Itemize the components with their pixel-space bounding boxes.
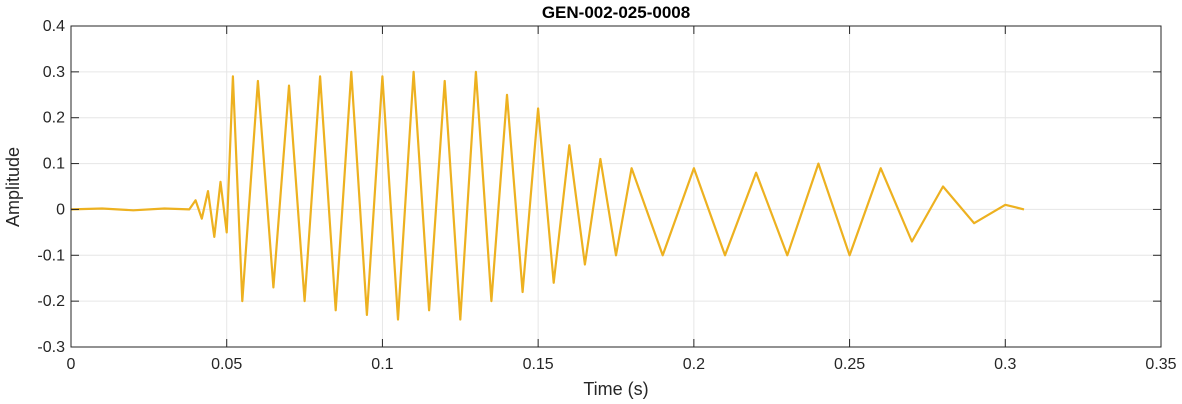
plot-area	[71, 26, 1161, 347]
axes-box	[70, 25, 1162, 348]
y-tick-label: 0.2	[43, 110, 65, 127]
y-tick-label: -0.1	[37, 247, 65, 264]
y-tick-label: -0.3	[37, 339, 65, 356]
x-tick-label: 0.2	[683, 356, 705, 373]
chart-title: GEN-002-025-0008	[542, 3, 690, 22]
y-tick-labels: -0.3 -0.2 -0.1 0 0.1 0.2 0.3 0.4	[37, 18, 65, 356]
x-tick-label: 0.15	[523, 356, 554, 373]
x-tick-label: 0.05	[211, 356, 242, 373]
y-tick-label: -0.2	[37, 293, 65, 310]
waveform-line	[70, 70, 1025, 321]
y-axis-title: Amplitude	[3, 147, 23, 227]
axis-ticks	[70, 25, 1162, 348]
x-tick-labels: 0 0.05 0.1 0.15 0.2 0.25 0.3 0.35	[67, 356, 1177, 373]
x-tick-label: 0.25	[834, 356, 865, 373]
x-tick-label: 0.1	[371, 356, 393, 373]
y-tick-label: 0.4	[43, 18, 65, 35]
x-axis-title: Time (s)	[583, 379, 648, 399]
y-tick-label: 0.3	[43, 64, 65, 81]
x-tick-label: 0	[67, 356, 76, 373]
y-tick-label: 0	[56, 201, 65, 218]
y-tick-label: 0.1	[43, 156, 65, 173]
x-tick-label: 0.3	[994, 356, 1016, 373]
x-tick-label: 0.35	[1145, 356, 1176, 373]
